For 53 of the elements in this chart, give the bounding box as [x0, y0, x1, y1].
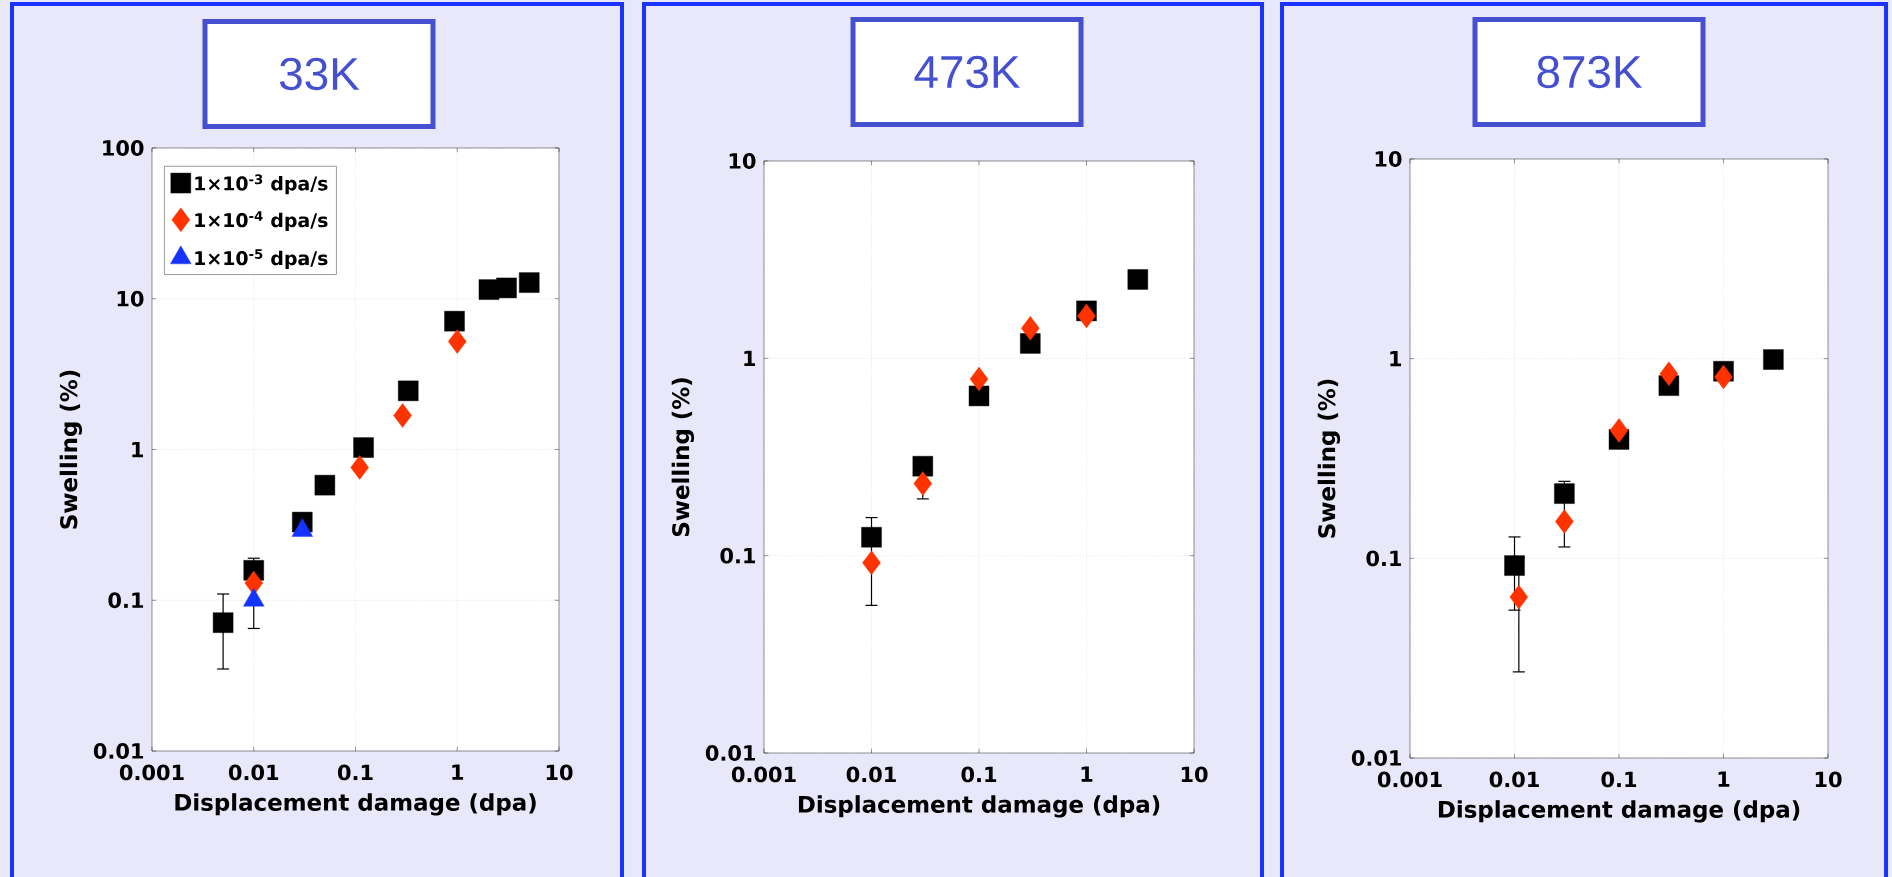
point — [1554, 483, 1575, 504]
point — [1504, 555, 1525, 576]
x-tick-label: 0.001 — [731, 766, 796, 783]
x-tick-label: 0.01 — [228, 764, 279, 781]
x-tick-label: 1 — [1081, 766, 1093, 782]
y-tick-label: 0.1 — [720, 547, 756, 564]
y-tick-label: 10 — [729, 153, 756, 169]
x-tick-label: 10 — [546, 764, 573, 781]
x-axis-title: Displacement damage (dpa) — [175, 793, 536, 816]
chart-title: 33K — [279, 57, 360, 91]
y-axis-title: Swelling (%) — [671, 378, 695, 537]
y-tick-label: 10 — [117, 290, 144, 307]
y-axis-title: Swelling (%) — [1317, 379, 1341, 538]
chart-title: 873K — [1537, 55, 1642, 89]
x-tick-label: 1 — [1718, 771, 1730, 787]
chart-title: 473K — [914, 55, 1020, 89]
y-tick-label: 10 — [1375, 151, 1402, 167]
point — [1555, 509, 1574, 534]
y-tick-label: 0.1 — [108, 592, 144, 609]
y-tick-label: 0.1 — [1366, 550, 1402, 567]
y-tick-label: 1 — [1390, 351, 1402, 367]
point — [969, 366, 989, 392]
point — [862, 550, 881, 576]
x-tick-label: 0.001 — [119, 764, 184, 781]
y-tick-label: 0.01 — [1351, 750, 1402, 766]
x-tick-label: 10 — [1815, 771, 1842, 788]
legend-label: 1×10$^{-5}$ dpa/s — [195, 249, 328, 269]
x-tick-label: 0.1 — [337, 764, 373, 781]
x-tick-label: 10 — [1181, 766, 1208, 783]
x-axis-title: Displacement damage (dpa) — [1438, 800, 1800, 823]
x-tick-label: 0.01 — [846, 766, 896, 783]
y-tick-label: 0.01 — [705, 745, 756, 761]
point — [1609, 418, 1629, 443]
legend-label: 1×10$^{-4}$ dpa/s — [195, 211, 328, 231]
x-tick-label: 0.001 — [1377, 771, 1442, 788]
point — [1021, 316, 1040, 341]
point — [1659, 361, 1679, 386]
x-tick-label: 1 — [452, 764, 464, 780]
point — [861, 527, 882, 548]
y-tick-label: 100 — [103, 140, 144, 156]
x-tick-label: 0.1 — [1601, 771, 1637, 788]
x-axis-title: Displacement damage (dpa) — [798, 795, 1160, 818]
y-axis-title: Swelling (%) — [59, 370, 83, 529]
y-tick-label: 0.01 — [93, 743, 144, 759]
x-tick-label: 0.1 — [961, 766, 997, 783]
point — [1763, 349, 1784, 370]
y-tick-label: 1 — [744, 350, 756, 366]
point — [968, 385, 990, 407]
point — [1714, 364, 1733, 390]
y-tick-label: 1 — [132, 441, 144, 458]
legend-label: 1×10$^{-3}$ dpa/s — [195, 174, 328, 195]
x-tick-label: 0.01 — [1489, 771, 1539, 788]
point — [1127, 269, 1148, 290]
